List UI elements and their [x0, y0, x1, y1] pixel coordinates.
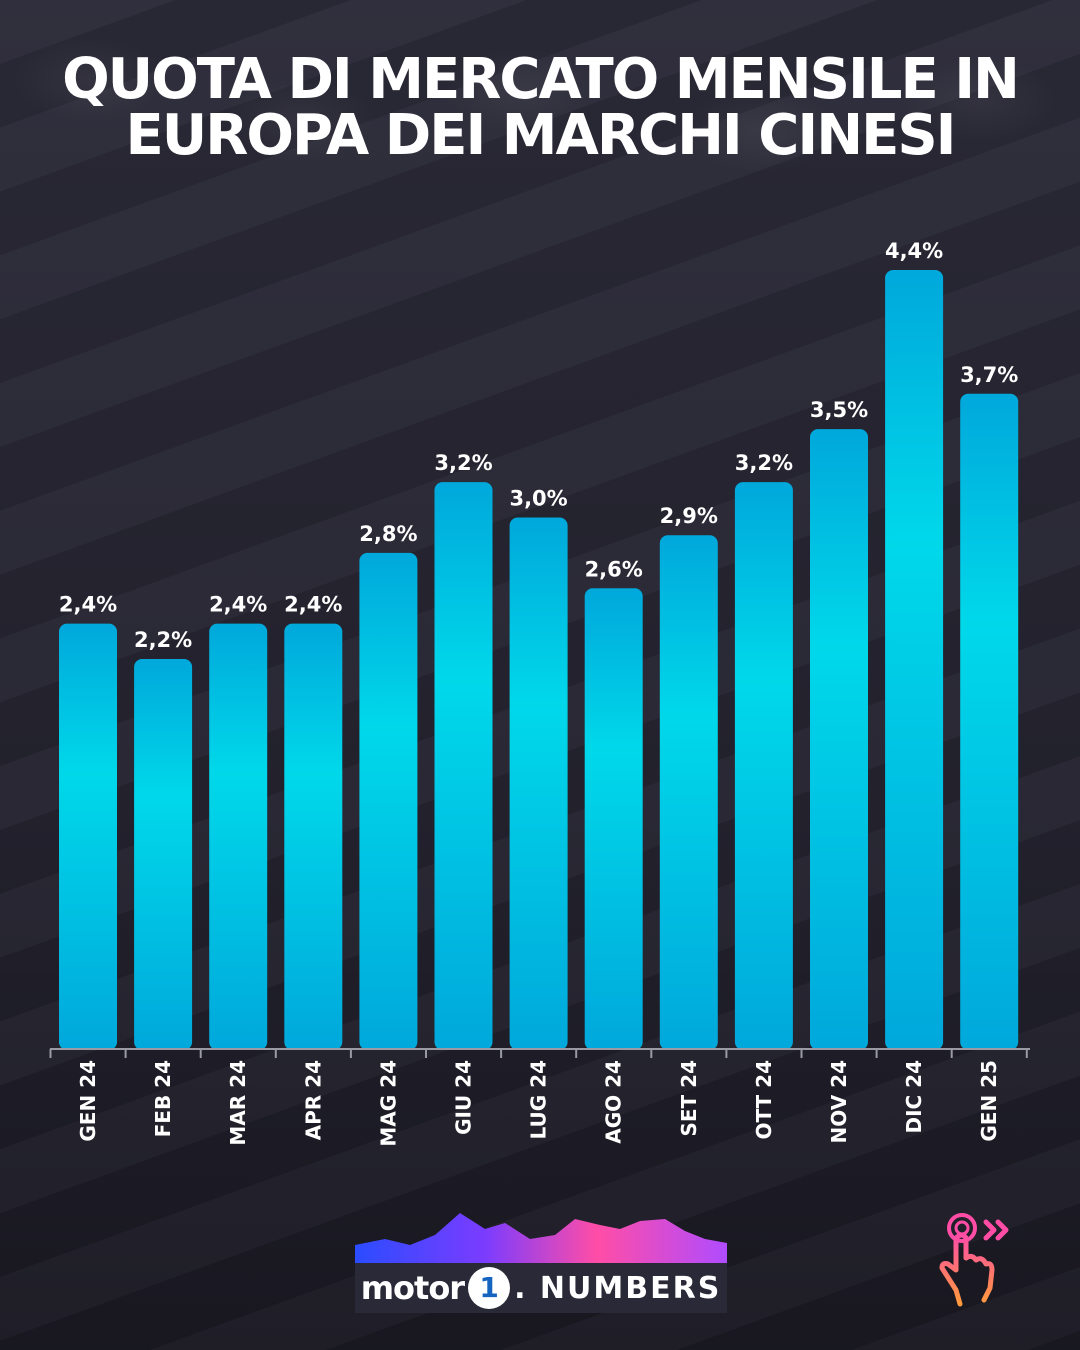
- logo-motor-text: motor: [360, 1269, 465, 1307]
- bar-gen-24: [59, 623, 117, 1050]
- bar-mar-24: [209, 623, 268, 1050]
- x-tick-label: DIC 24: [902, 1060, 926, 1134]
- data-label: 2,4%: [209, 593, 267, 617]
- logo-one-badge: 1: [468, 1267, 511, 1309]
- x-tick-label: GEN 24: [76, 1060, 100, 1142]
- x-tick-label: MAR 24: [226, 1060, 250, 1146]
- data-label: 4,4%: [885, 239, 943, 263]
- x-tick-label: SET 24: [677, 1060, 701, 1137]
- data-label: 2,6%: [585, 557, 643, 581]
- logo-wordmark: motor 1 . NUMBERS: [355, 1263, 727, 1313]
- bar-apr-24: [284, 623, 343, 1050]
- x-tick-label: LUG 24: [527, 1060, 551, 1139]
- data-label: 2,4%: [59, 593, 117, 617]
- bar-feb-24: [134, 659, 193, 1050]
- data-label: 2,9%: [660, 504, 718, 528]
- data-label: 2,2%: [134, 628, 192, 652]
- x-tick-label: GEN 25: [977, 1060, 1001, 1142]
- x-tick-label: AGO 24: [602, 1060, 626, 1144]
- title-line-2: EUROPA DEI MARCHI CINESI: [125, 103, 957, 168]
- data-label: 3,7%: [960, 363, 1018, 387]
- bar-giu-24: [434, 482, 493, 1050]
- bar-mag-24: [359, 552, 418, 1050]
- swipe-hand-icon[interactable]: [920, 1208, 1020, 1308]
- data-label: 3,0%: [509, 487, 567, 511]
- data-label: 2,8%: [359, 522, 417, 546]
- chart-title: QUOTA DI MERCATO MENSILE IN EUROPA DEI M…: [0, 52, 1080, 164]
- x-tick-label: OTT 24: [752, 1060, 776, 1140]
- bar-set-24: [659, 535, 718, 1050]
- motor1-numbers-logo: motor 1 . NUMBERS: [355, 1213, 727, 1313]
- bar-ott-24: [734, 482, 793, 1050]
- title-line-1: QUOTA DI MERCATO MENSILE IN: [62, 47, 1020, 112]
- logo-mountain-graphic: [355, 1213, 727, 1265]
- bars-group: 2,4% 2,2% 2,4% 2,4% 2,8% 3,2% 3,0% 2,6% 2,9% 3,2%…: [59, 239, 1019, 1051]
- bar-dic-24: [885, 270, 944, 1050]
- bar-gen-25: [960, 393, 1019, 1051]
- bar-nov-24: [810, 429, 868, 1050]
- logo-numbers-text: . NUMBERS: [514, 1270, 722, 1306]
- bar-chart: 2,4% 2,2% 2,4% 2,4% 2,8% 3,2% 3,0% 2,6% 2,9% 3,2%…: [49, 239, 1030, 1147]
- bar-lug-24: [509, 517, 568, 1050]
- x-ticks-group: GEN 24 FEB 24 MAR 24 APR 24 MAG 24 GIU 24 LUG …: [49, 1049, 1028, 1147]
- data-label: 3,2%: [434, 451, 492, 475]
- x-tick-label: NOV 24: [827, 1060, 851, 1143]
- data-label: 3,2%: [735, 451, 793, 475]
- x-tick-label: MAG 24: [376, 1060, 400, 1147]
- data-label: 2,4%: [284, 593, 342, 617]
- x-tick-label: APR 24: [301, 1060, 325, 1140]
- x-tick-label: GIU 24: [452, 1060, 476, 1135]
- bar-ago-24: [584, 588, 643, 1050]
- data-label: 3,5%: [810, 398, 868, 422]
- x-tick-label: FEB 24: [151, 1060, 175, 1137]
